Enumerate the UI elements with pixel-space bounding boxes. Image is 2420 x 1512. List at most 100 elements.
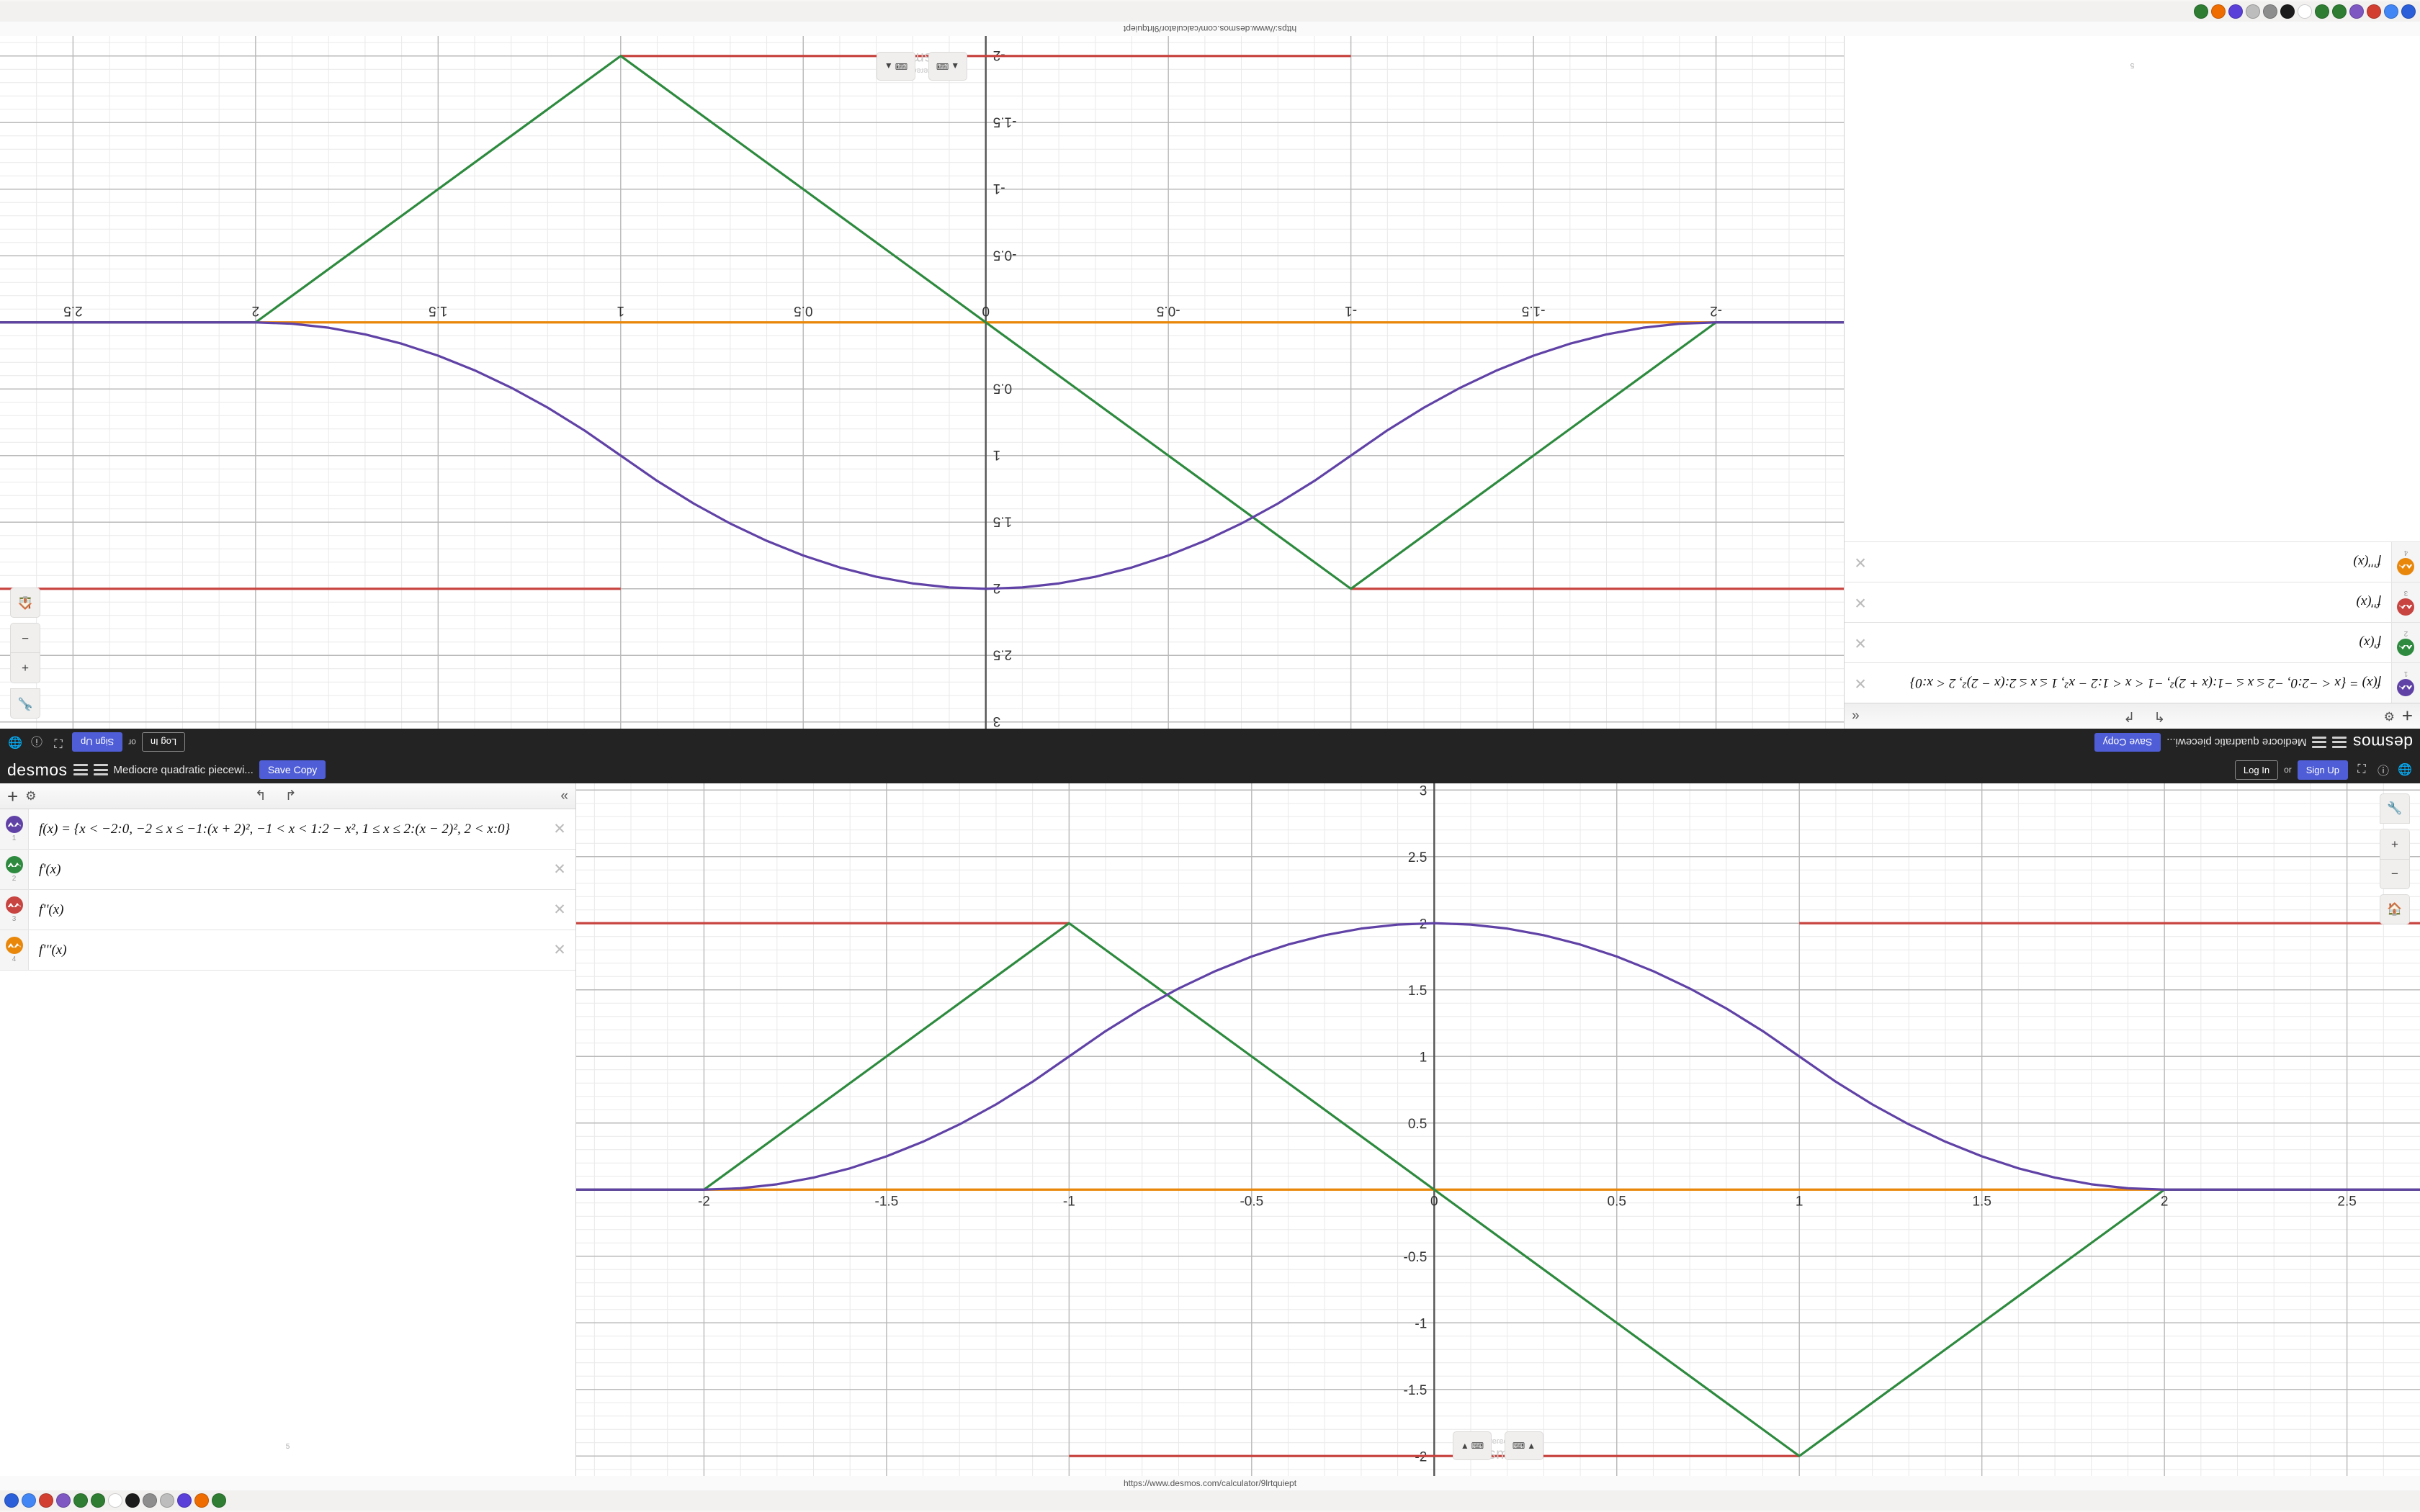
- curve-color-swatch[interactable]: [5, 896, 23, 914]
- url-bar[interactable]: https://www.desmos.com/calculator/9lrtqu…: [0, 22, 2420, 36]
- expression-latex[interactable]: f''(x): [39, 901, 64, 917]
- undo-redo-group[interactable]: ↰ ↱: [169, 788, 297, 804]
- close-x-icon[interactable]: ✕: [553, 901, 566, 918]
- squirrel-icon[interactable]: [2367, 4, 2381, 19]
- leaf-icon[interactable]: [2280, 4, 2295, 19]
- expression-row-number[interactable]: 3: [2391, 582, 2420, 622]
- app-icon[interactable]: [212, 1493, 226, 1508]
- undo-redo-group[interactable]: ↰ ↱: [2123, 708, 2251, 724]
- header-right-group[interactable]: Log In or Sign Up ⛶ ⓘ 🌐: [2234, 760, 2413, 780]
- expression-row[interactable]: 1 f(x) = {x < −2:0, −2 ≤ x ≤ −1:(x + 2)²,…: [1845, 662, 2420, 703]
- sun-icon[interactable]: [108, 1493, 122, 1508]
- graph-panel[interactable]: -2-1.5-1-0.500.511.522.5-2-1.5-1-0.50.51…: [576, 783, 2420, 1476]
- chat-icon[interactable]: [2315, 4, 2329, 19]
- vk-icon[interactable]: [4, 1493, 19, 1508]
- leaf2-icon[interactable]: [143, 1493, 157, 1508]
- language-globe-icon[interactable]: 🌐: [8, 736, 22, 748]
- expression-row-number[interactable]: 3: [0, 890, 29, 930]
- expression-row-number[interactable]: 1: [0, 809, 29, 849]
- gear-icon[interactable]: ⚙: [25, 788, 37, 803]
- graph-toolbar[interactable]: 🔧 + − 🏠: [2380, 793, 2410, 924]
- leaf2-icon[interactable]: [2263, 4, 2277, 19]
- close-x-icon[interactable]: ✕: [1854, 594, 1867, 611]
- zoom-in-button[interactable]: +: [2380, 829, 2410, 859]
- desmos-logo[interactable]: desmos: [2352, 733, 2413, 752]
- zoom-out-button[interactable]: −: [2380, 859, 2410, 889]
- expression-latex[interactable]: f'(x): [2359, 635, 2381, 651]
- gear-icon[interactable]: ⚙: [2383, 709, 2395, 724]
- expression-row[interactable]: 1 f(x) = {x < −2:0, −2 ≤ x ≤ −1:(x + 2)²,…: [0, 809, 575, 850]
- app-header[interactable]: desmos Mediocre quadratic piecewi... Sav…: [0, 729, 2420, 756]
- sign-up-button[interactable]: Sign Up: [2297, 760, 2348, 780]
- add-expression-button[interactable]: +: [7, 785, 19, 807]
- expression-row-number[interactable]: 4: [0, 930, 29, 970]
- graph-canvas[interactable]: -2-1.5-1-0.500.511.522.5-2-1.5-1-0.50.51…: [0, 36, 1844, 729]
- share-icon[interactable]: ⛶: [54, 737, 63, 749]
- cc-icon[interactable]: [56, 1493, 71, 1508]
- squirrel-icon[interactable]: [39, 1493, 53, 1508]
- close-x-icon[interactable]: ✕: [1854, 554, 1867, 570]
- wrench-icon[interactable]: 🔧: [10, 688, 40, 719]
- desmos-logo[interactable]: desmos: [7, 760, 68, 779]
- keyboard-toggle-right[interactable]: ⌨ ▲: [877, 52, 915, 81]
- expression-row-number[interactable]: 2: [0, 850, 29, 889]
- google2-icon[interactable]: [194, 1493, 209, 1508]
- close-x-icon[interactable]: ✕: [1854, 634, 1867, 651]
- chat-icon[interactable]: [91, 1493, 105, 1508]
- home-icon[interactable]: 🏠: [10, 588, 40, 618]
- header-left-group[interactable]: desmos Mediocre quadratic piecewi... Sav…: [7, 760, 326, 780]
- sign-up-button[interactable]: Sign Up: [72, 732, 123, 752]
- expression-panel[interactable]: + ⚙ ↰ ↱ « 1 f(x) = {x < −2:0, −2 ≤ x ≤ −1…: [0, 783, 576, 1476]
- expression-footer[interactable]: 5: [0, 1439, 575, 1476]
- help-icon[interactable]: ⓘ: [2377, 765, 2389, 778]
- browser-chrome[interactable]: https://www.desmos.com/calculator/9lrtqu…: [0, 0, 2420, 36]
- chevron-double-left-icon[interactable]: «: [1852, 708, 1860, 724]
- expression-row[interactable]: 3 f''(x) ✕: [1845, 582, 2420, 622]
- undo-arrow-icon[interactable]: ↰: [2154, 708, 2166, 724]
- curve-color-swatch[interactable]: [2397, 679, 2415, 696]
- sun-icon[interactable]: [2298, 4, 2312, 19]
- app-header[interactable]: desmos Mediocre quadratic piecewi... Sav…: [0, 756, 2420, 783]
- zoom-out-button[interactable]: −: [10, 623, 40, 653]
- add-expression-button[interactable]: +: [2401, 705, 2413, 727]
- hamburger-icon[interactable]: [73, 764, 88, 775]
- expression-toolbar[interactable]: + ⚙ ↰ ↱ «: [1845, 703, 2420, 729]
- curve-color-swatch[interactable]: [2397, 558, 2415, 575]
- keyboard-toggle-right[interactable]: ⌨ ▲: [1505, 1431, 1543, 1460]
- expression-row-number[interactable]: 4: [2391, 542, 2420, 582]
- keyboard-toggle-left[interactable]: ▲ ⌨: [1453, 1431, 1492, 1460]
- expression-row[interactable]: 2 f'(x) ✕: [1845, 622, 2420, 662]
- save-copy-button[interactable]: Save Copy: [259, 760, 326, 779]
- browser-chrome[interactable]: https://www.desmos.com/calculator/9lrtqu…: [0, 1476, 2420, 1512]
- bank-icon[interactable]: [73, 1493, 88, 1508]
- expression-footer[interactable]: 5: [1845, 36, 2420, 73]
- url-bar[interactable]: https://www.desmos.com/calculator/9lrtqu…: [0, 1476, 2420, 1490]
- wrench-icon[interactable]: 🔧: [2380, 793, 2410, 824]
- undo-arrow-icon[interactable]: ↰: [254, 788, 266, 804]
- graph-panel[interactable]: -2-1.5-1-0.500.511.522.5-2-1.5-1-0.50.51…: [0, 36, 1844, 729]
- keyboard-toggle-left[interactable]: ▲ ⌨: [928, 52, 967, 81]
- expression-row-number[interactable]: 2: [2391, 623, 2420, 662]
- expression-latex[interactable]: f(x) = {x < −2:0, −2 ≤ x ≤ −1:(x + 2)², …: [1909, 675, 2381, 691]
- cc-icon[interactable]: [2349, 4, 2364, 19]
- google-icon[interactable]: [160, 1493, 174, 1508]
- graph-title[interactable]: Mediocre quadratic piecewi...: [113, 763, 254, 776]
- redo-arrow-icon[interactable]: ↱: [284, 788, 297, 804]
- expression-latex[interactable]: f''(x): [2356, 595, 2382, 611]
- expression-row[interactable]: 4 f'''(x) ✕: [0, 930, 575, 971]
- close-x-icon[interactable]: ✕: [553, 942, 566, 958]
- expression-row-number[interactable]: 1: [2391, 663, 2420, 703]
- list-icon[interactable]: [2312, 737, 2327, 748]
- expression-panel[interactable]: + ⚙ ↰ ↱ « 1 f(x) = {x < −2:0, −2 ≤ x ≤ −1…: [1844, 36, 2420, 729]
- desmos-calculator-app[interactable]: desmos Mediocre quadratic piecewi... Sav…: [0, 36, 2420, 756]
- expression-latex[interactable]: f(x) = {x < −2:0, −2 ≤ x ≤ −1:(x + 2)², …: [39, 821, 511, 837]
- curve-color-swatch[interactable]: [5, 856, 23, 873]
- app-body[interactable]: + ⚙ ↰ ↱ « 1 f(x) = {x < −2:0, −2 ≤ x ≤ −1…: [0, 783, 2420, 1476]
- expression-row[interactable]: 3 f''(x) ✕: [0, 890, 575, 930]
- keyboard-toggle-row[interactable]: ▲ ⌨ ⌨ ▲: [576, 1431, 2420, 1460]
- zoom-in-button[interactable]: +: [10, 653, 40, 683]
- colorwheel-icon[interactable]: [177, 1493, 192, 1508]
- bookmark-bar[interactable]: [0, 1490, 2420, 1511]
- desmos-calculator-app[interactable]: desmos Mediocre quadratic piecewi... Sav…: [0, 756, 2420, 1476]
- curve-color-swatch[interactable]: [2397, 639, 2415, 656]
